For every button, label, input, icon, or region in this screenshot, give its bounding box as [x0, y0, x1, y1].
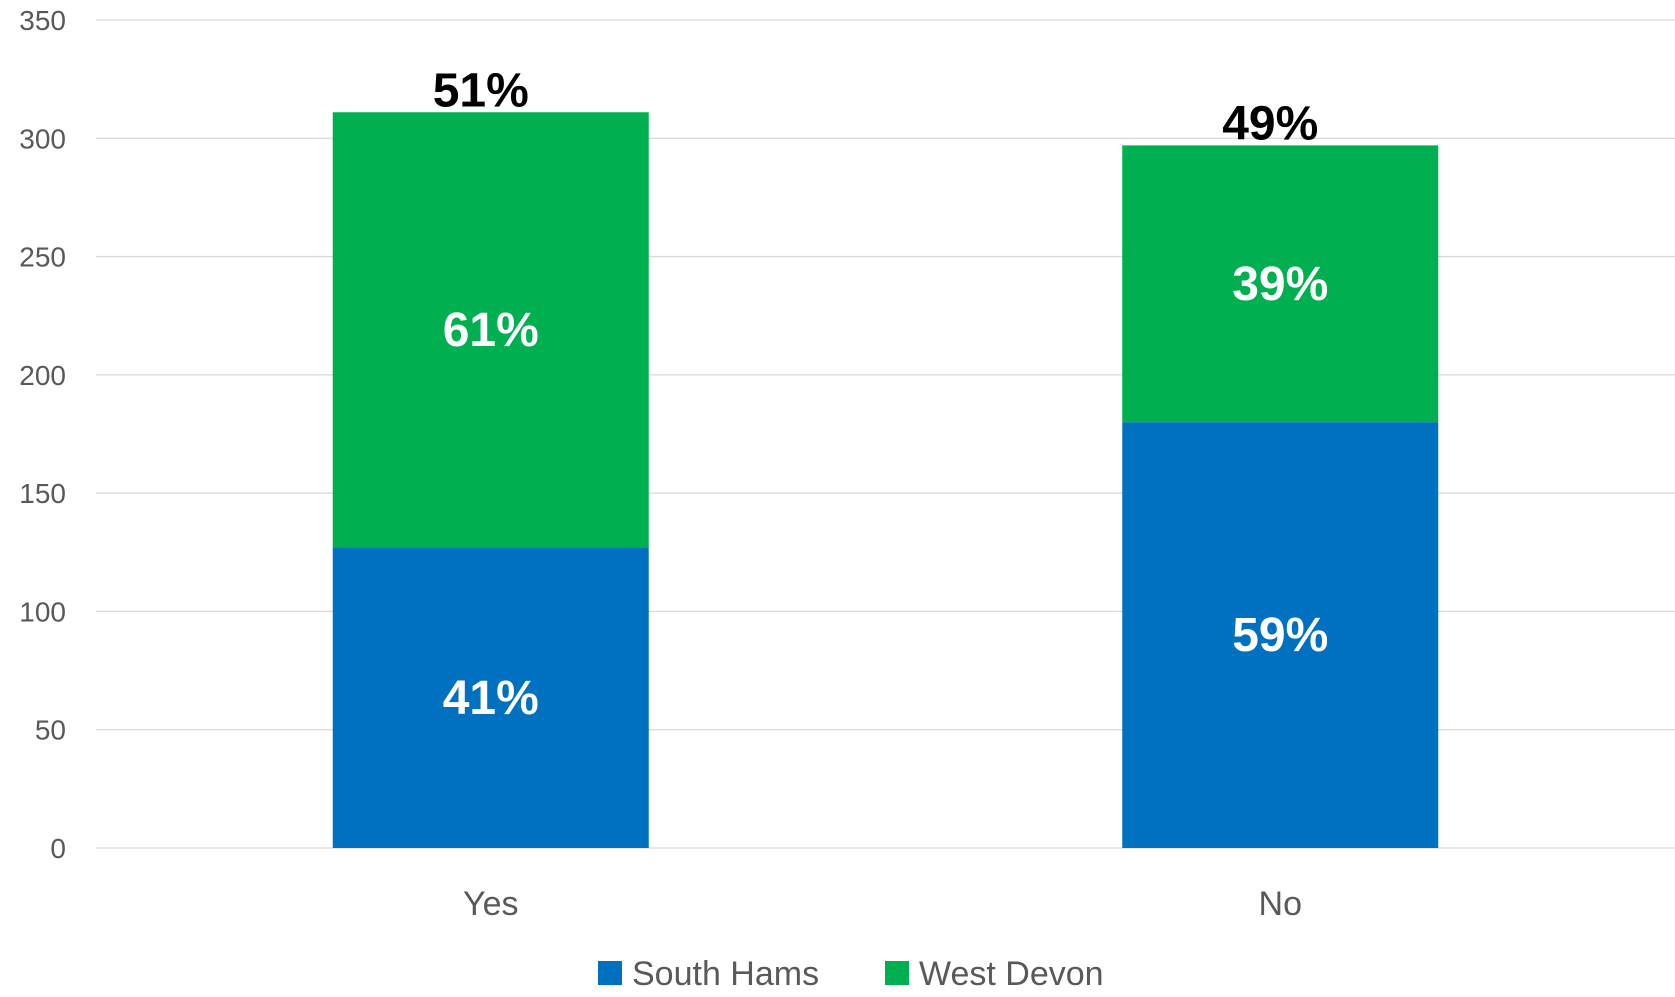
- y-tick-label: 100: [19, 596, 66, 627]
- y-tick-label: 350: [19, 5, 66, 36]
- segment-data-label: 39%: [1232, 258, 1328, 311]
- bar-segment-yes-west-devon: [332, 112, 649, 548]
- bar-segment-yes-south-hams: [332, 547, 649, 848]
- y-tick-label: 200: [19, 360, 66, 391]
- total-data-label: 49%: [1222, 97, 1318, 150]
- bar-segment-no-west-devon: [1122, 145, 1439, 423]
- data-labels: 41% 61% 51% 59% 39% 49%: [433, 64, 1329, 725]
- total-data-label: 51%: [433, 64, 529, 117]
- y-tick-label: 250: [19, 242, 66, 273]
- y-tick-label: 150: [19, 478, 66, 509]
- x-axis-tick-labels: Yes No: [463, 885, 1302, 923]
- y-tick-label: 50: [35, 715, 66, 746]
- segment-data-label: 59%: [1232, 609, 1328, 662]
- y-tick-label: 300: [19, 123, 66, 154]
- y-axis-tick-labels: 0 50 100 150 200 250 300 350: [19, 5, 66, 864]
- segment-data-label: 41%: [443, 672, 539, 725]
- x-tick-label-yes: Yes: [463, 885, 518, 923]
- legend-swatch-west-devon: [885, 961, 909, 985]
- legend-label-south-hams: South Hams: [632, 955, 819, 992]
- legend: South Hams West Devon: [598, 955, 1104, 993]
- x-tick-label-no: No: [1259, 885, 1302, 923]
- legend-swatch-south-hams: [598, 961, 622, 985]
- bars: [332, 112, 1439, 848]
- segment-data-label: 61%: [443, 304, 539, 357]
- bar-segment-no-south-hams: [1122, 422, 1439, 848]
- y-tick-label: 0: [50, 833, 66, 864]
- legend-label-west-devon: West Devon: [919, 955, 1104, 992]
